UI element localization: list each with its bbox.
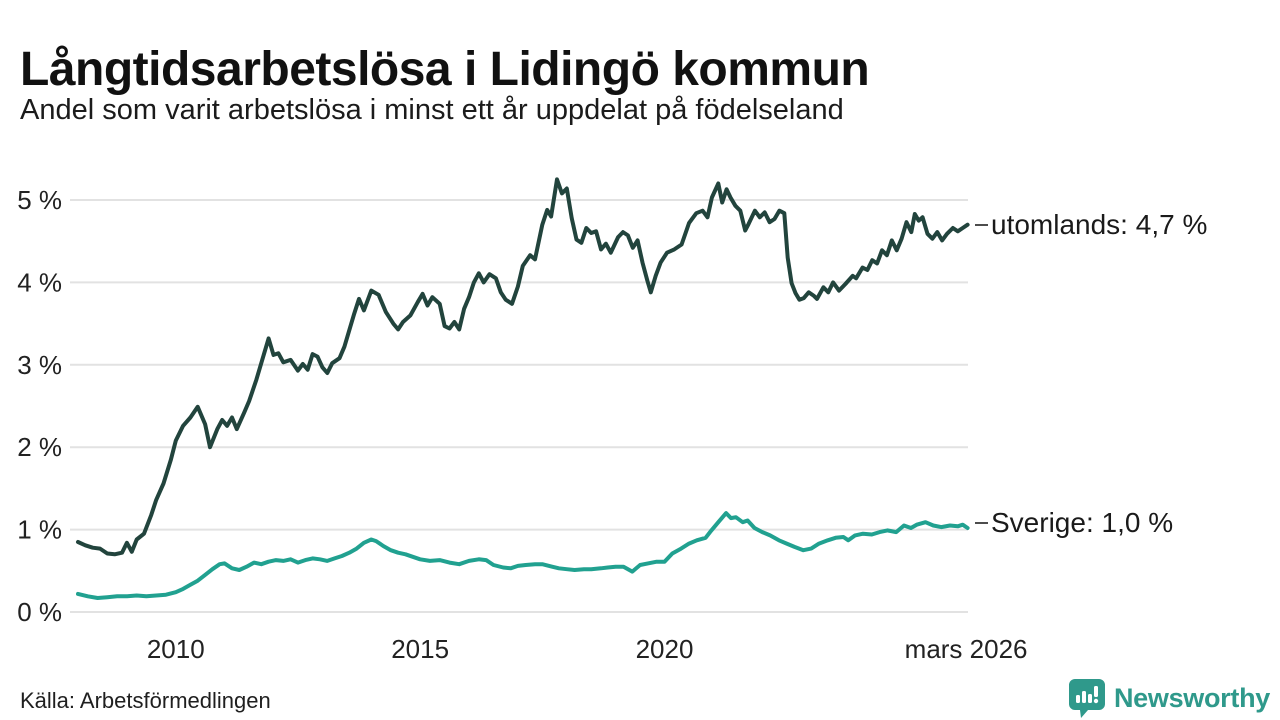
newsworthy-logo-icon [1068,679,1105,718]
series-label-utomlands-text: utomlands: 4,7 % [991,209,1208,240]
series-label-sverige: Sverige: 1,0 % [975,507,1173,539]
newsworthy-logo: Newsworthy [1068,678,1270,718]
y-tick-label: 2 % [17,432,62,462]
chart-subtitle: Andel som varit arbetslösa i minst ett å… [20,94,844,126]
line-Sverige [76,511,970,600]
y-tick-label: 3 % [17,350,62,380]
y-tick-label: 5 % [17,185,62,215]
label-connector-dash [975,224,988,226]
series-label-utomlands: utomlands: 4,7 % [975,209,1207,241]
x-tick-label: 2015 [391,634,449,664]
y-tick-label: 4 % [17,267,62,297]
x-tick-label: 2020 [636,634,694,664]
line-utomlands [76,177,970,557]
page-title: Långtidsarbetslösa i Lidingö kommun [20,43,870,97]
x-tick-label: mars 2026 [905,634,1028,664]
x-tick-label: 2010 [147,634,205,664]
y-tick-label: 1 % [17,515,62,545]
source-note: Källa: Arbetsförmedlingen [20,688,271,713]
y-tick-label: 0 % [17,597,62,627]
series-label-sverige-text: Sverige: 1,0 % [991,507,1174,538]
label-connector-dash [975,522,988,524]
newsworthy-wordmark: Newsworthy [1113,682,1270,713]
